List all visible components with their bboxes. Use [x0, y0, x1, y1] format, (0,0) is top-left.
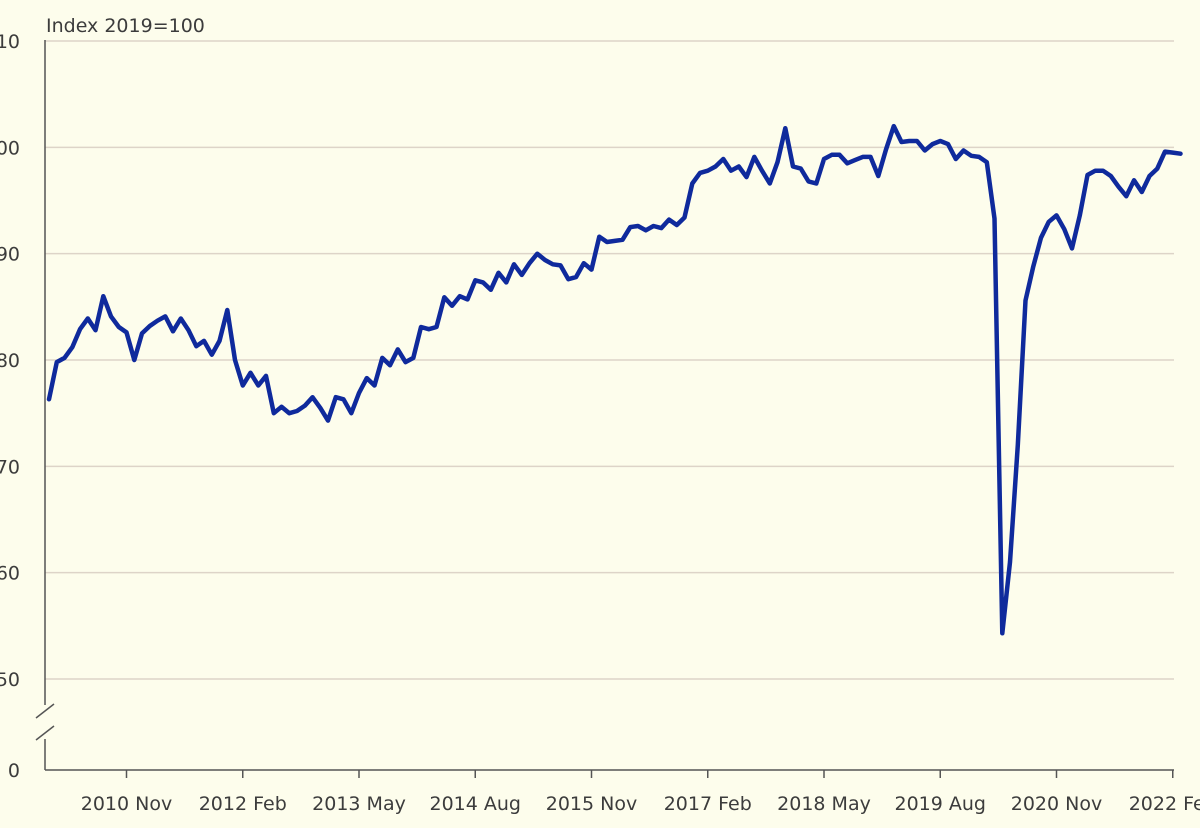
axis-break-slash-top	[35, 703, 55, 719]
x-tick-label: 2020 Nov	[1011, 793, 1102, 815]
y-tick-label: 70	[0, 456, 20, 478]
y-axis-break-marker	[34, 703, 56, 741]
axis-break-slash-bottom	[35, 725, 55, 741]
y-tick-label: 0	[8, 760, 20, 782]
x-tick-label: 2018 May	[777, 793, 871, 815]
x-tick-label: 2019 Aug	[895, 793, 987, 815]
x-tick-label: 2010 Nov	[81, 793, 172, 815]
y-tick-label: 90	[0, 244, 20, 266]
x-tick-label: 2012 Feb	[199, 793, 287, 815]
y-axis-unit-label: Index 2019=100	[46, 15, 205, 37]
x-tick-label: 2014 Aug	[430, 793, 522, 815]
x-tick-label: 2022 Feb	[1129, 793, 1200, 815]
y-tick-label: 100	[0, 137, 20, 159]
y-tick-label: 60	[0, 563, 20, 585]
grid-lines	[45, 40, 1174, 680]
axes	[34, 40, 1174, 771]
series-layer	[46, 123, 1183, 636]
x-tick-labels: 2010 Nov 2012 Feb 2013 May 2014 Aug 2015 Nov…	[81, 770, 1200, 815]
x-tick-label: 2015 Nov	[546, 793, 637, 815]
y-tick-label: 50	[0, 669, 20, 691]
y-tick-label: 80	[0, 350, 20, 372]
x-tick-label: 2017 Feb	[664, 793, 752, 815]
x-tick-label: 2013 May	[312, 793, 406, 815]
y-tick-label: 110	[0, 31, 20, 53]
series-line	[46, 123, 1183, 636]
axis-break-gap	[34, 705, 56, 739]
y-tick-labels: 110 100 90 80 70 60 50 0	[0, 31, 20, 782]
